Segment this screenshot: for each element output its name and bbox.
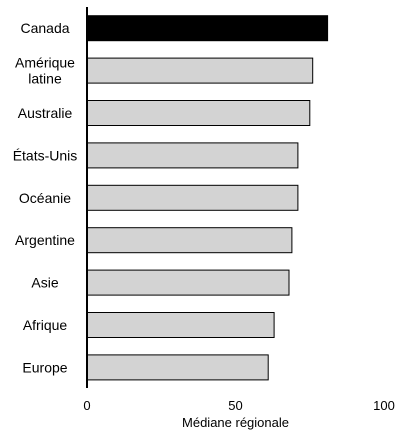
- category-label-1: Amérique latine: [15, 55, 75, 87]
- category-label-7: Afrique: [23, 317, 68, 333]
- x-tick-labels: 0 50 100: [83, 398, 394, 413]
- bar-8: [86, 354, 269, 381]
- bars-layer: [86, 15, 329, 381]
- x-axis-title: Médiane régionale: [182, 415, 289, 430]
- category-label-6: Asie: [31, 275, 58, 291]
- bar-4: [86, 184, 299, 211]
- bar-7: [86, 312, 275, 338]
- category-label-3: États-Unis: [13, 147, 78, 163]
- category-label-0: Canada: [20, 20, 69, 36]
- category-label-4: Océanie: [19, 190, 71, 206]
- bar-6: [86, 269, 290, 296]
- bar-1: [86, 57, 314, 84]
- x-tick-label-1: 50: [228, 398, 242, 413]
- bar-0: [86, 15, 329, 42]
- category-label-5: Argentine: [15, 232, 75, 248]
- category-label-2: Australie: [18, 105, 73, 121]
- bar-5: [86, 227, 293, 254]
- bar-3: [86, 142, 299, 169]
- x-tick-label-2: 100: [373, 398, 395, 413]
- category-label-8: Europe: [22, 359, 67, 375]
- x-tick-label-0: 0: [83, 398, 90, 413]
- bar-2: [86, 100, 311, 126]
- category-labels: Canada Amérique latine Australie États-Unis O…: [13, 20, 78, 375]
